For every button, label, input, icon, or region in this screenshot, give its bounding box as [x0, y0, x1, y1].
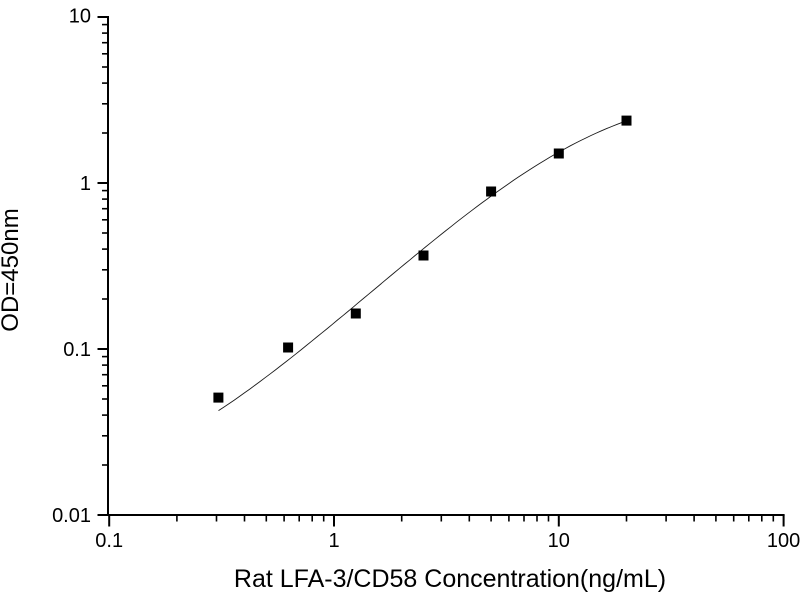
svg-text:OD=450nm: OD=450nm: [0, 208, 24, 331]
svg-text:0.1: 0.1: [63, 339, 91, 361]
svg-text:Rat LFA-3/CD58 Concentration(n: Rat LFA-3/CD58 Concentration(ng/mL): [234, 565, 666, 593]
svg-text:10: 10: [548, 530, 570, 552]
svg-text:0.01: 0.01: [52, 505, 91, 527]
svg-text:10: 10: [69, 6, 91, 28]
svg-text:100: 100: [767, 530, 800, 552]
svg-text:0.1: 0.1: [95, 530, 123, 552]
svg-text:1: 1: [80, 173, 91, 195]
svg-text:1: 1: [328, 530, 339, 552]
